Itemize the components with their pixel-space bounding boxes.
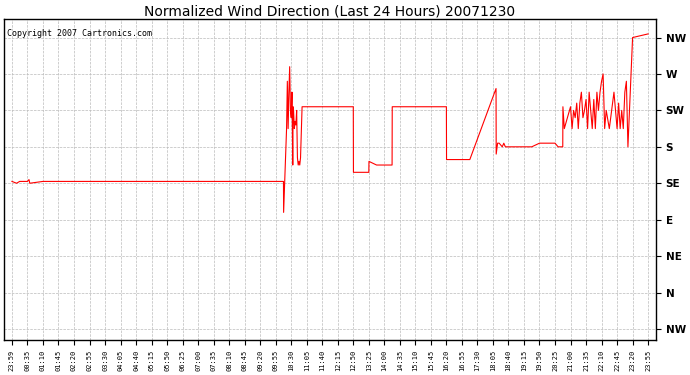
Title: Normalized Wind Direction (Last 24 Hours) 20071230: Normalized Wind Direction (Last 24 Hours… [144, 4, 515, 18]
Text: Copyright 2007 Cartronics.com: Copyright 2007 Cartronics.com [8, 29, 152, 38]
